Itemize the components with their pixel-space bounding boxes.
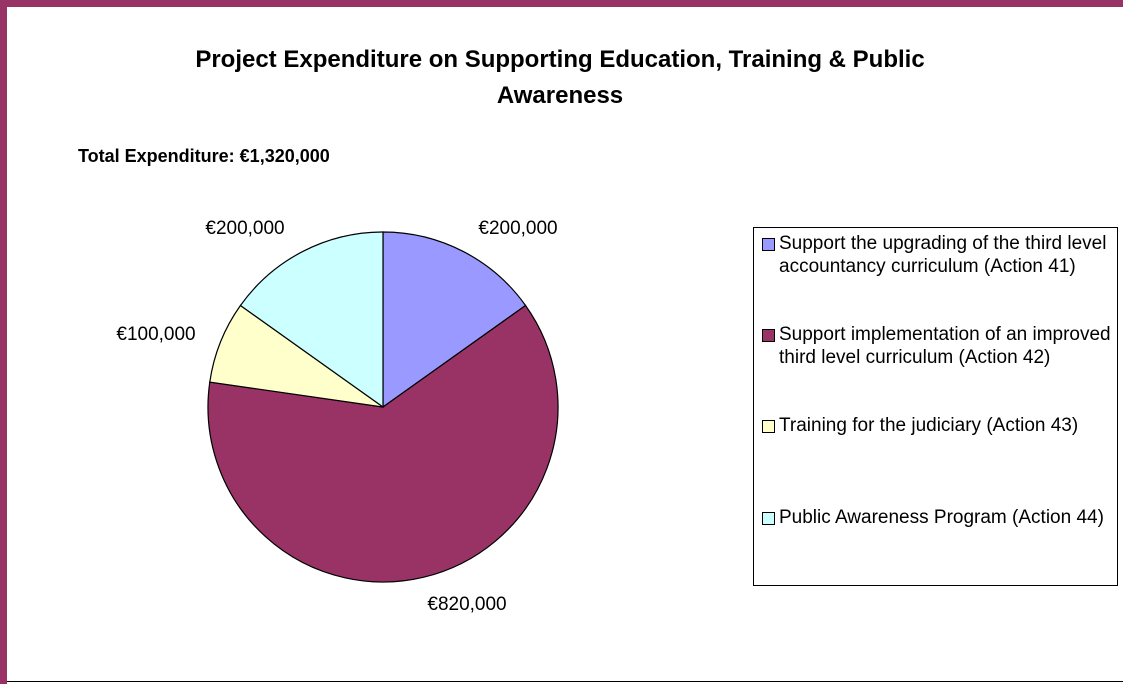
pie-slice bbox=[239, 231, 384, 409]
legend-swatch bbox=[762, 512, 775, 525]
pie-data-labels: €200,000 €820,000 €100,000 €200,000 bbox=[116, 218, 557, 615]
legend-item: Public Awareness Program (Action 44) bbox=[762, 506, 1112, 529]
legend-label: Support the upgrading of the third level… bbox=[779, 233, 1107, 277]
legend-swatch bbox=[762, 420, 775, 433]
legend-swatch bbox=[762, 238, 775, 251]
slice-value-label: €820,000 bbox=[427, 594, 506, 615]
pie-slices bbox=[207, 231, 559, 583]
slice-value-label: €100,000 bbox=[116, 324, 195, 345]
legend-label: Public Awareness Program (Action 44) bbox=[779, 507, 1104, 528]
total-expenditure-label: Total Expenditure: €1,320,000 bbox=[78, 146, 330, 166]
legend: Support the upgrading of the third level… bbox=[753, 227, 1118, 586]
pie-slice bbox=[382, 231, 527, 409]
chart-title: Project Expenditure on Supporting Educat… bbox=[195, 46, 925, 109]
legend-label: Support implementation of an improved th… bbox=[779, 324, 1111, 368]
legend-item: Support implementation of an improved th… bbox=[762, 323, 1112, 369]
legend-item: Support the upgrading of the third level… bbox=[762, 232, 1112, 278]
legend-label: Training for the judiciary (Action 43) bbox=[779, 415, 1079, 436]
legend-item: Training for the judiciary (Action 43) bbox=[762, 414, 1112, 437]
pie-slice bbox=[207, 304, 559, 583]
pie-chart: €200,000 €820,000 €100,000 €200,000 bbox=[116, 218, 559, 615]
plot-bottom-border bbox=[7, 681, 1123, 682]
slice-value-label: €200,000 bbox=[478, 218, 557, 239]
slice-value-label: €200,000 bbox=[205, 218, 284, 239]
legend-swatch bbox=[762, 329, 775, 342]
